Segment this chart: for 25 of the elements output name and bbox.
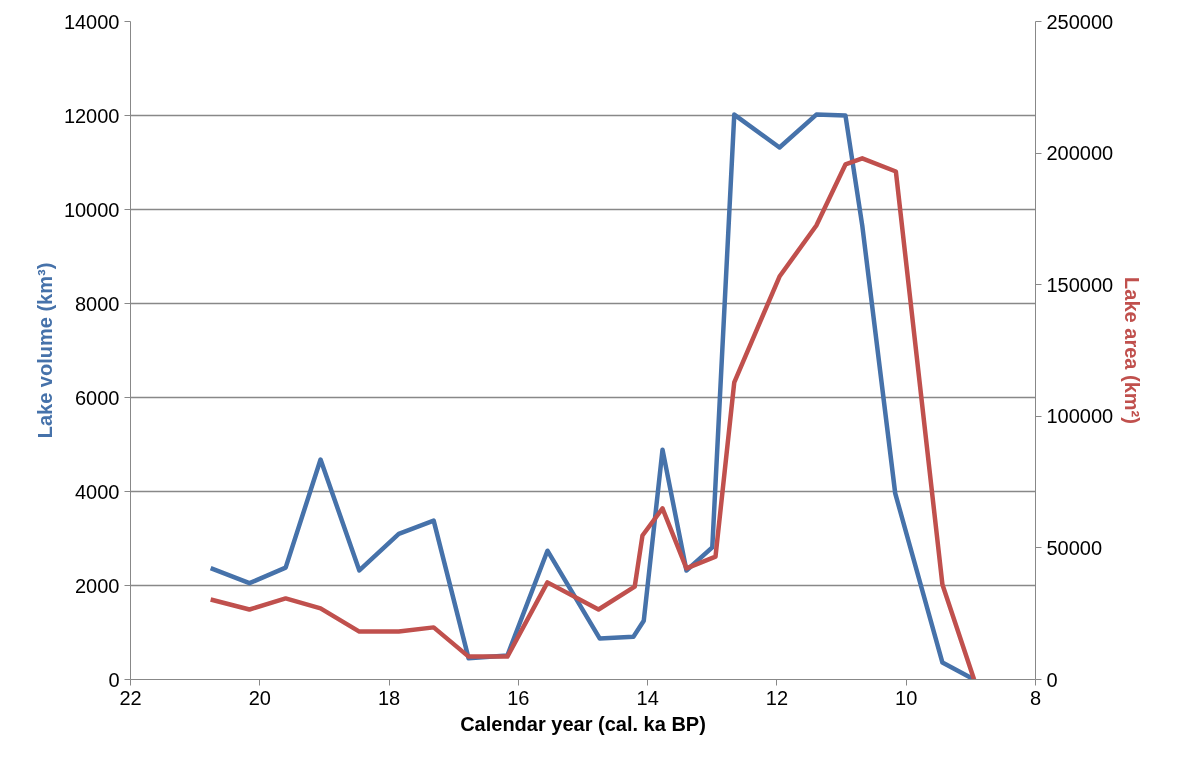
y2-tick-label: 100000 xyxy=(1046,405,1114,428)
x-tick-label: 14 xyxy=(636,686,659,709)
y2-tick-label: 0 xyxy=(1046,668,1058,691)
y-tick-label: 0 xyxy=(108,668,120,691)
y-tick-label: 2000 xyxy=(75,574,120,597)
y-tick-label: 12000 xyxy=(63,104,120,127)
x-tick-label: 8 xyxy=(1029,686,1042,709)
y-tick-label: 14000 xyxy=(63,10,120,33)
x-tick-label: 16 xyxy=(507,686,530,709)
y2-tick-label: 200000 xyxy=(1046,142,1114,165)
y2-tick-label: 50000 xyxy=(1046,536,1103,559)
y2-axis-title: Lake area (km²) xyxy=(1121,277,1144,424)
y-axis-title: Lake volume (km³) xyxy=(33,262,56,439)
y-tick-label: 10000 xyxy=(63,198,120,221)
y-tick-label: 8000 xyxy=(75,292,120,315)
y2-tick-label: 250000 xyxy=(1046,10,1114,33)
y-tick-label: 6000 xyxy=(75,386,120,409)
x-tick-label: 20 xyxy=(248,686,271,709)
y-tick-label: 4000 xyxy=(75,480,120,503)
x-tick-label: 22 xyxy=(119,686,142,709)
x-axis-title: Calendar year (cal. ka BP) xyxy=(460,712,706,735)
x-tick-label: 12 xyxy=(765,686,789,709)
x-tick-label: 18 xyxy=(377,686,401,709)
x-tick-label: 10 xyxy=(895,686,918,709)
y2-tick-label: 150000 xyxy=(1046,273,1114,296)
